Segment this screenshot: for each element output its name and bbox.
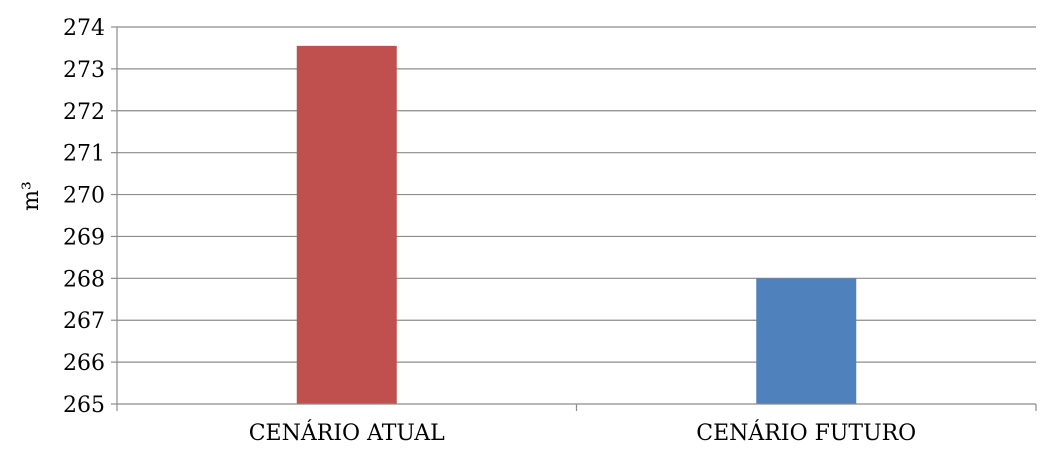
y-tick-label: 266 <box>63 351 105 376</box>
bar-cenario-atual <box>296 45 397 404</box>
bars <box>296 45 857 404</box>
y-axis-title: m³ <box>19 181 44 211</box>
y-tick-label: 268 <box>63 267 105 292</box>
y-tick-label: 272 <box>63 100 105 125</box>
x-category-label: CENÁRIO ATUAL <box>249 419 445 446</box>
labels: m³ 265 266 267 268 269 270 271 272 273 274 CENÁRIO… <box>19 16 916 446</box>
y-tick-label: 274 <box>63 16 105 41</box>
bar-cenario-futuro <box>756 278 857 404</box>
x-category-label: CENÁRIO FUTURO <box>696 419 916 446</box>
axes <box>111 26 1037 411</box>
y-tick-label: 271 <box>63 142 105 167</box>
y-tick-label: 273 <box>63 58 105 83</box>
y-tick-label: 265 <box>63 393 105 418</box>
gridlines <box>117 26 1036 363</box>
y-tick-label: 270 <box>63 184 105 209</box>
y-tick-label: 267 <box>63 309 105 334</box>
y-tick-label: 269 <box>63 225 105 250</box>
